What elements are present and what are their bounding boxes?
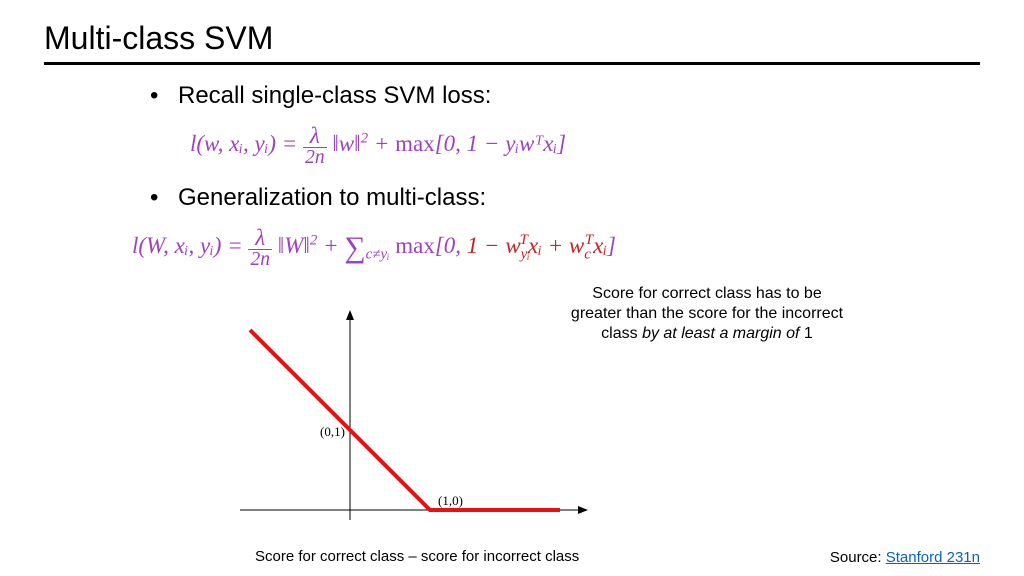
eq1-frac-den: 2n bbox=[303, 148, 327, 168]
bullet-recall: Recall single-class SVM loss: bbox=[178, 82, 491, 110]
margin-note: Score for correct class has to be greate… bbox=[552, 284, 862, 344]
eq1-max: max bbox=[395, 131, 435, 156]
eq2-norm: ‖W‖ bbox=[278, 233, 310, 258]
eq2-norm-exp: 2 bbox=[310, 232, 317, 248]
eq1-plus: + bbox=[374, 131, 395, 156]
eq1-norm-exp: 2 bbox=[361, 130, 368, 146]
eq1-lhs: l(w, xᵢ, yᵢ) = bbox=[190, 131, 297, 156]
note-line3-post: 1 bbox=[799, 325, 812, 342]
sum-icon: ∑ bbox=[344, 231, 365, 264]
slide-title: Multi-class SVM bbox=[44, 20, 273, 57]
source-citation: Source: Stanford 231n bbox=[830, 549, 980, 566]
note-line1: Score for correct class has to be bbox=[592, 285, 821, 302]
equation-multi-class: l(W, xᵢ, yᵢ) = λ 2n ‖W‖2 + ∑c≠yᵢ max[0, … bbox=[132, 226, 616, 270]
eq1-frac-num: λ bbox=[303, 124, 327, 148]
note-line3-it: by at least a margin of bbox=[642, 325, 799, 342]
title-rule bbox=[44, 62, 980, 65]
note-line2: greater than the score for the incorrect bbox=[571, 305, 843, 322]
eq2-lhs: l(W, xᵢ, yᵢ) = bbox=[132, 233, 243, 258]
equation-single-class: l(w, xᵢ, yᵢ) = λ 2n ‖w‖2 + max[0, 1 − yᵢ… bbox=[190, 124, 566, 168]
source-link[interactable]: Stanford 231n bbox=[886, 549, 980, 566]
eq2-bracket-pre: [0, bbox=[435, 233, 467, 258]
hinge-loss-line bbox=[250, 330, 560, 510]
eq2-hl-b: xᵢ + w bbox=[528, 233, 584, 258]
eq1-frac: λ 2n bbox=[303, 124, 327, 168]
slide: Multi-class SVM Recall single-class SVM … bbox=[0, 0, 1024, 576]
eq2-hl-sup: T bbox=[520, 232, 528, 248]
x-axis-arrow-icon bbox=[578, 506, 588, 514]
chart-axis-caption: Score for correct class – score for inco… bbox=[255, 548, 579, 565]
eq2-frac-num: λ bbox=[248, 226, 272, 250]
tick-01: (0,1) bbox=[320, 424, 345, 439]
eq2-hl-c: xᵢ bbox=[593, 233, 607, 258]
eq2-plus: + bbox=[323, 233, 344, 258]
hinge-loss-chart: (0,1) (1,0) bbox=[220, 310, 590, 545]
source-prefix: Source: bbox=[830, 549, 886, 566]
chart-svg: (0,1) (1,0) bbox=[220, 310, 590, 545]
eq2-hl-a: 1 − w bbox=[467, 233, 521, 258]
eq2-bracket-close: ] bbox=[607, 233, 616, 258]
eq1-norm: ‖w‖ bbox=[332, 131, 360, 156]
note-line3-pre: class bbox=[601, 325, 642, 342]
bullet-generalization: Generalization to multi-class: bbox=[178, 184, 486, 212]
eq2-sum-sub: c≠yᵢ bbox=[366, 247, 390, 263]
eq1-bracket: [0, 1 − yᵢwᵀxᵢ] bbox=[435, 131, 566, 156]
eq2-highlight: 1 − wyᵢTxᵢ + wcTxᵢ bbox=[467, 233, 607, 258]
eq2-frac-den: 2n bbox=[248, 250, 272, 270]
tick-10: (1,0) bbox=[438, 493, 463, 508]
eq2-hl-sup2: T bbox=[585, 232, 593, 248]
eq2-max: max bbox=[395, 233, 435, 258]
y-axis-arrow-icon bbox=[346, 310, 354, 320]
eq2-hl-sub2: c bbox=[584, 247, 591, 263]
eq2-frac: λ 2n bbox=[248, 226, 272, 270]
